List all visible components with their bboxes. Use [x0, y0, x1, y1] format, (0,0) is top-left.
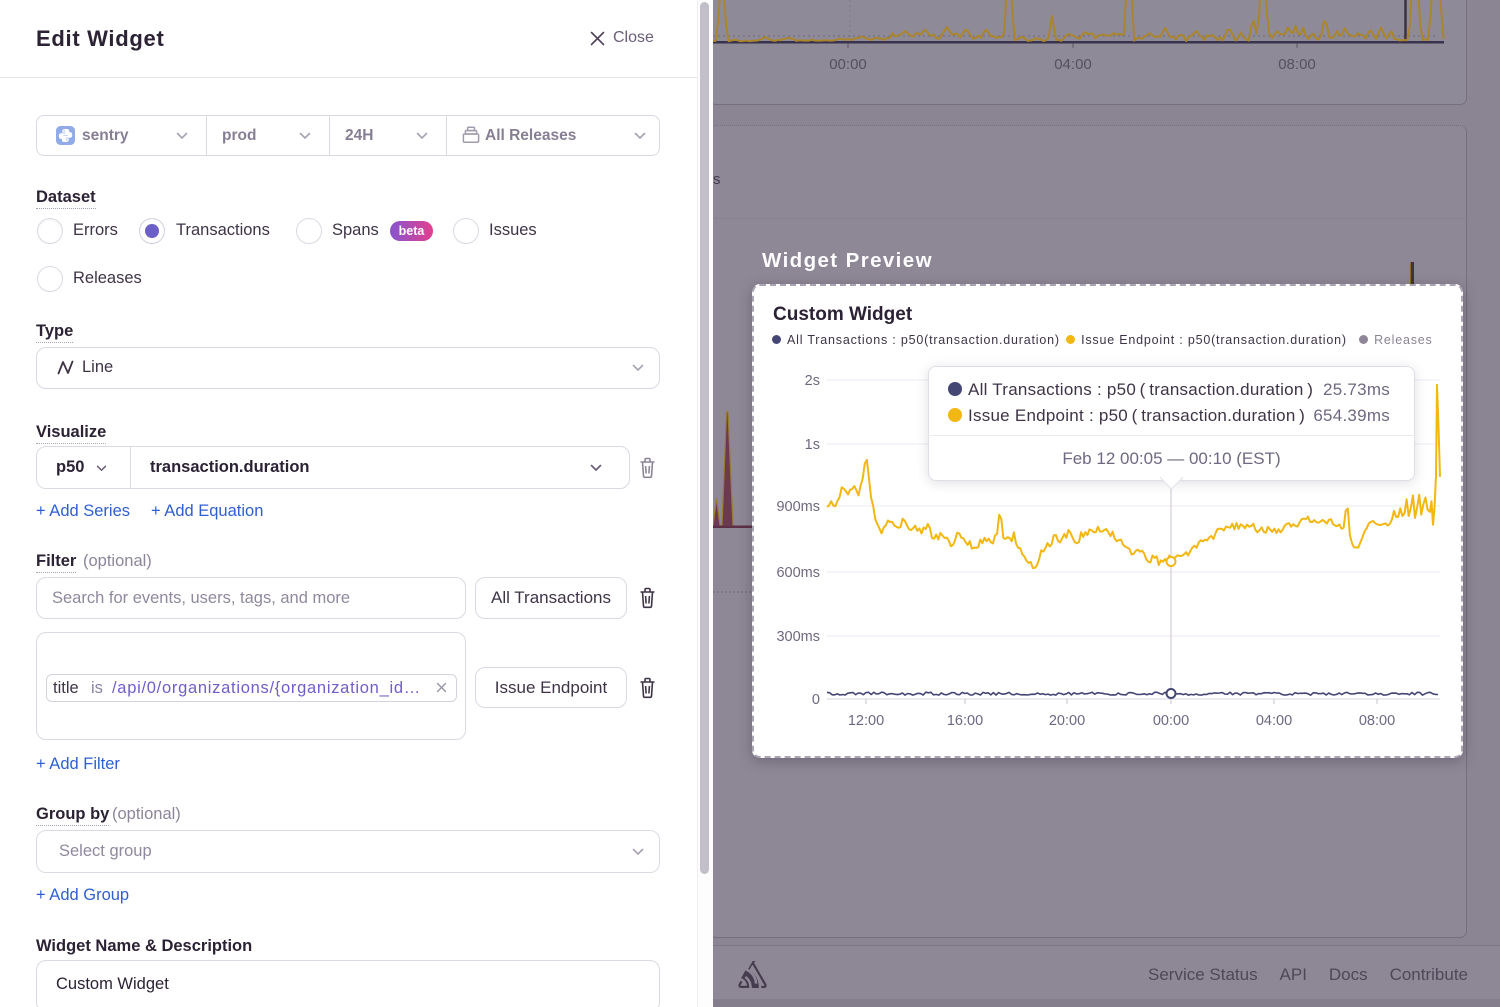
- svg-text:300ms: 300ms: [776, 629, 820, 645]
- svg-text:12:00: 12:00: [848, 713, 884, 729]
- svg-text:0: 0: [812, 692, 820, 708]
- svg-text:2s: 2s: [805, 373, 820, 389]
- svg-text:600ms: 600ms: [776, 565, 820, 581]
- svg-text:00:00: 00:00: [1153, 713, 1189, 729]
- svg-text:900ms: 900ms: [776, 499, 820, 515]
- svg-text:1s: 1s: [805, 437, 820, 453]
- svg-text:16:00: 16:00: [947, 713, 983, 729]
- svg-text:08:00: 08:00: [1359, 713, 1395, 729]
- svg-text:04:00: 04:00: [1256, 713, 1292, 729]
- svg-text:20:00: 20:00: [1049, 713, 1085, 729]
